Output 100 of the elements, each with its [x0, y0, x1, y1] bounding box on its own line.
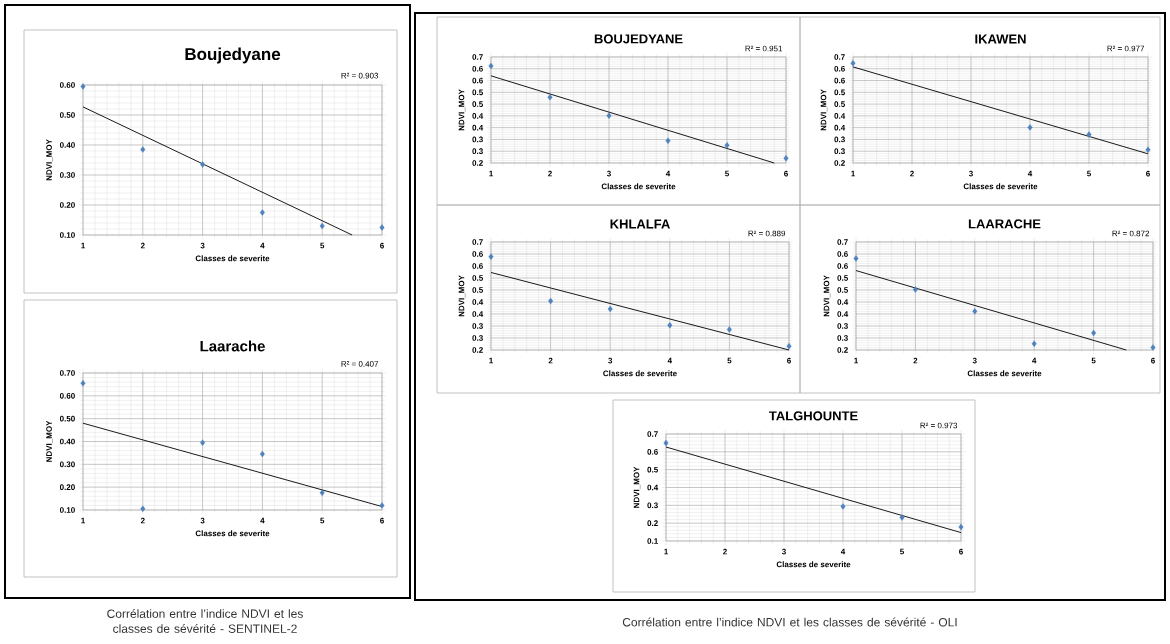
y-tick-label: 0.4	[472, 299, 484, 305]
chart-title: LAARACHE	[968, 219, 1041, 229]
text: R² = 0.903	[341, 72, 379, 79]
x-axis-title: Classes de severite	[195, 530, 270, 537]
y-tick-label: 0.7	[472, 239, 483, 245]
x-tick-label: 1	[664, 548, 668, 555]
y-tick-label: 0.6	[837, 251, 848, 257]
text: Corrélation entre l’indice NDVI et les classes de sévérité - SENTINEL-2	[107, 609, 303, 633]
point	[840, 503, 846, 510]
point	[1086, 131, 1092, 138]
y-tick-label: 0.3	[834, 148, 845, 155]
x-tick-label: 1	[489, 170, 493, 177]
y-tick-label: 0.5	[837, 287, 848, 293]
y-axis-title: NDVI_MOY	[458, 275, 466, 317]
x-tick-label: 6	[787, 357, 791, 364]
y-tick-label: 0.6	[834, 77, 845, 84]
point	[1150, 344, 1156, 351]
point	[80, 380, 86, 387]
y-tick-label: 0.4	[472, 124, 484, 131]
text: R² = 0.889	[748, 230, 786, 237]
point	[726, 326, 732, 333]
y-tick-label: 0.1	[647, 538, 658, 544]
chart-title: Boujedyane	[185, 47, 281, 64]
point	[665, 137, 671, 145]
point	[319, 489, 325, 497]
y-tick-label: 0.30	[59, 461, 75, 468]
x-tick-label: 4	[1032, 357, 1037, 364]
x-tick-label: 3	[968, 170, 973, 177]
y-tick-label: 0.4	[472, 311, 484, 317]
point	[899, 514, 905, 521]
y-tick-label: 0.4	[647, 484, 659, 491]
y-tick-label: 0.7	[834, 54, 845, 60]
y-tick-label: 0.10	[59, 232, 75, 238]
chart-title: Laarache	[200, 340, 265, 352]
y-tick-label: 0.4	[837, 299, 849, 305]
x-tick-label: 5	[320, 242, 325, 249]
y-tick-label: 0.7	[647, 431, 658, 437]
y-tick-label: 0.60	[59, 392, 75, 399]
point	[200, 161, 206, 168]
point	[80, 83, 86, 90]
x-tick-label: 3	[200, 517, 205, 524]
x-tick-label: 5	[900, 548, 904, 555]
x-tick-label: 2	[910, 170, 914, 177]
y-tick-label: 0.3	[837, 335, 848, 341]
y-tick-label: 0.5	[837, 275, 848, 281]
x-tick-label: 6	[959, 548, 963, 555]
point	[958, 523, 964, 531]
x-axis-title: Classes de severite	[195, 255, 270, 262]
y-tick-label: 0.4	[834, 113, 846, 119]
y-tick-label: 0.20	[59, 484, 75, 490]
y-tick-label: 0.6	[472, 263, 483, 269]
y-tick-label: 0.60	[59, 82, 75, 88]
x-tick-label: 6	[380, 517, 384, 524]
text: R² = 0.973	[920, 422, 958, 429]
chart-title: KHLALFA	[610, 219, 670, 229]
y-tick-label: 0.10	[59, 507, 75, 513]
y-tick-label: 0.5	[472, 275, 483, 281]
text: R² = 0.977	[1107, 45, 1145, 52]
y-tick-label: 0.70	[59, 370, 75, 376]
point	[912, 286, 918, 293]
text: Corrélation entre l’indice NDVI et les classes de sévérité - OLI	[622, 617, 957, 627]
y-tick-label: 0.6	[834, 65, 845, 72]
point	[1091, 329, 1097, 337]
y-tick-label: 0.40	[59, 142, 75, 148]
point	[548, 297, 554, 305]
x-tick-label: 4	[1027, 170, 1033, 177]
point	[1145, 146, 1151, 153]
point	[379, 502, 385, 509]
point	[379, 224, 385, 231]
point	[1031, 340, 1037, 347]
point	[547, 94, 553, 101]
x-tick-label: 6	[1146, 170, 1150, 177]
x-tick-label: 4	[665, 170, 671, 177]
y-tick-label: 0.50	[59, 112, 75, 118]
x-tick-label: 1	[489, 357, 493, 364]
y-tick-label: 0.2	[837, 347, 848, 353]
point	[259, 450, 265, 458]
point	[140, 146, 146, 153]
x-tick-label: 4	[260, 517, 265, 524]
y-tick-label: 0.4	[834, 124, 846, 131]
y-tick-label: 0.5	[834, 89, 845, 96]
y-tick-label: 0.3	[837, 323, 848, 329]
x-axis-title: Classes de severite	[776, 561, 851, 568]
point	[488, 253, 494, 260]
point	[853, 255, 859, 262]
y-tick-label: 0.7	[472, 54, 483, 60]
x-tick-label: 3	[781, 548, 786, 555]
y-tick-label: 0.4	[837, 311, 849, 317]
y-tick-label: 0.30	[59, 172, 75, 178]
y-tick-label: 0.5	[834, 101, 845, 107]
x-tick-label: 3	[200, 242, 205, 249]
y-axis-title: NDVI_MOY	[46, 139, 53, 181]
x-tick-label: 2	[140, 242, 145, 249]
x-tick-label: 1	[81, 242, 85, 249]
point	[1027, 124, 1033, 131]
y-tick-label: 0.3	[472, 136, 483, 143]
text: R² = 0.951	[745, 45, 783, 52]
x-tick-label: 3	[606, 170, 611, 177]
y-tick-label: 0.3	[472, 335, 483, 341]
point	[319, 222, 325, 230]
